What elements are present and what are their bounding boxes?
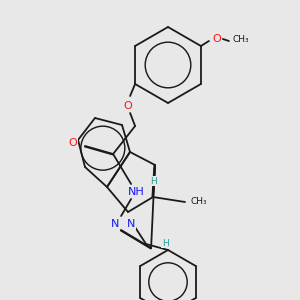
- Text: CH₃: CH₃: [191, 196, 207, 206]
- Text: O: O: [124, 101, 133, 111]
- Text: N: N: [127, 219, 135, 229]
- Text: CH₃: CH₃: [232, 35, 249, 44]
- Text: NH: NH: [128, 187, 145, 197]
- Text: O: O: [212, 34, 221, 44]
- Text: N: N: [111, 219, 119, 229]
- Text: O: O: [69, 138, 77, 148]
- Text: H: H: [150, 176, 157, 185]
- Text: H: H: [162, 238, 169, 247]
